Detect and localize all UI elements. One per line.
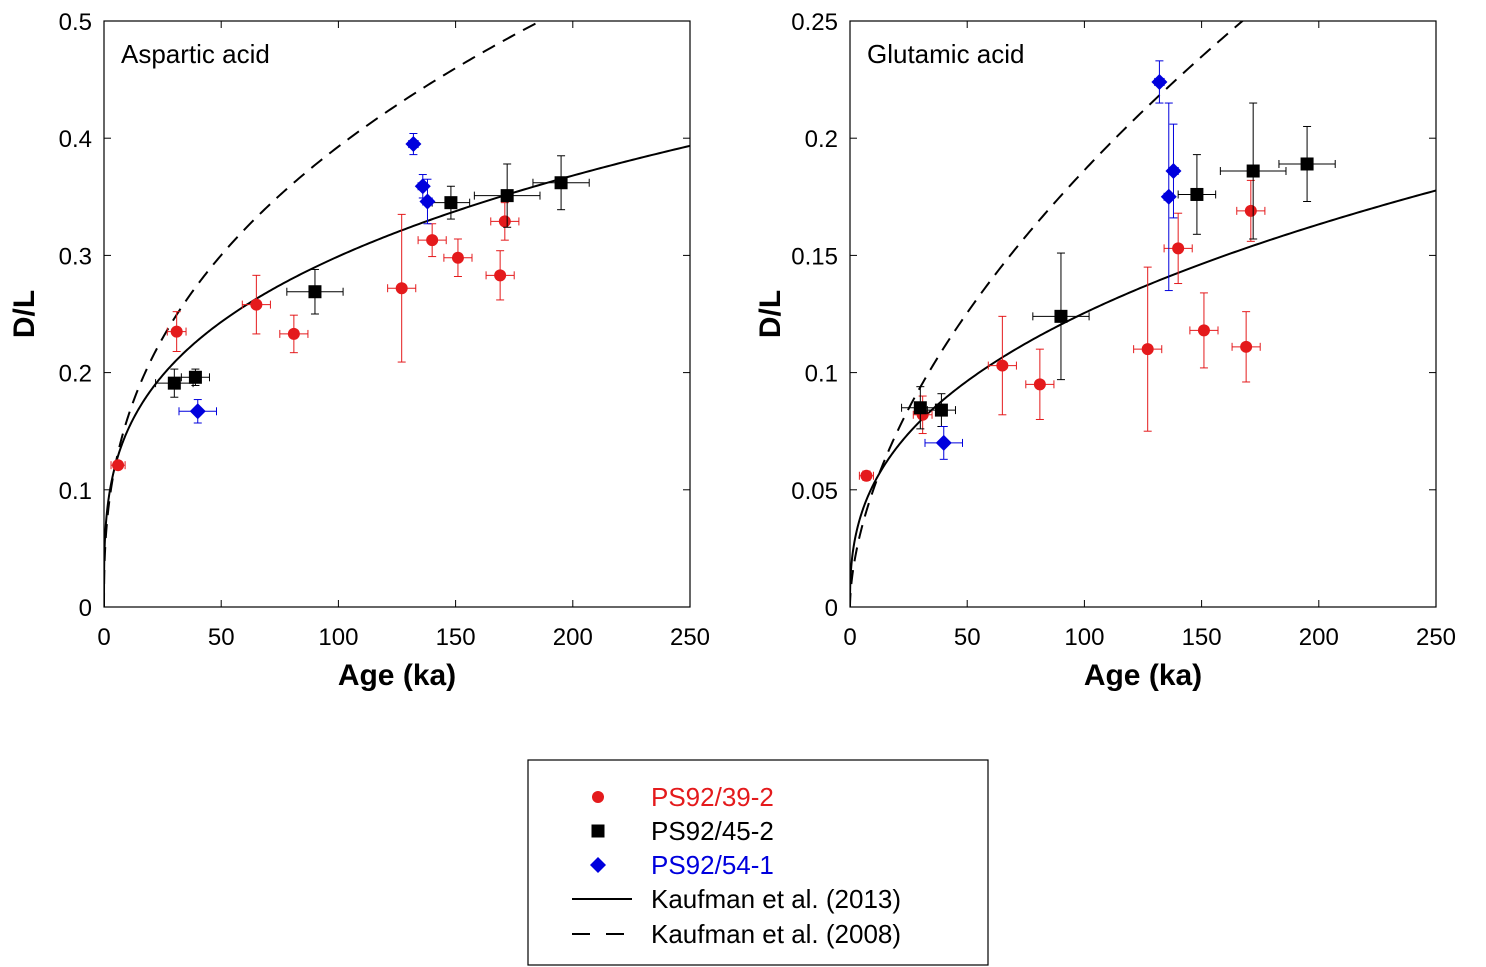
- x-tick-label: 200: [1299, 624, 1339, 651]
- legend-item: PS92/45-2: [591, 816, 774, 846]
- y-tick-label: 0.1: [59, 478, 92, 505]
- x-tick-label: 150: [436, 624, 476, 651]
- y-axis-title: D/L: [754, 290, 787, 338]
- data-point: [1300, 157, 1314, 171]
- data-point: [494, 269, 507, 282]
- x-tick-label: 50: [954, 624, 981, 651]
- data-point: [405, 136, 422, 153]
- data-point: [170, 325, 183, 338]
- data-point: [426, 234, 439, 247]
- x-tick-label: 200: [553, 624, 593, 651]
- y-tick-label: 0.15: [791, 243, 838, 270]
- legend-label: PS92/39-2: [651, 782, 774, 812]
- data-point: [1246, 164, 1260, 178]
- data-point: [1165, 163, 1182, 180]
- plot-frame: [849, 20, 1437, 608]
- legend-item: Kaufman et al. (2013): [572, 884, 901, 914]
- data-point: [1151, 73, 1168, 90]
- data-point: [414, 178, 431, 195]
- legend-marker: [592, 791, 604, 803]
- y-tick-label: 0: [825, 595, 838, 622]
- legend-marker: [590, 857, 606, 873]
- y-tick-label: 0.5: [59, 9, 92, 36]
- y-tick-label: 0.2: [59, 361, 92, 388]
- data-point: [444, 196, 458, 210]
- data-point: [1197, 324, 1210, 337]
- x-tick-label: 100: [1064, 624, 1104, 651]
- data-point: [554, 176, 568, 190]
- data-point: [1244, 204, 1257, 217]
- data-point: [451, 251, 464, 264]
- series-ps92-39-2: [858, 179, 1266, 482]
- x-tick-label: 250: [670, 624, 710, 651]
- legend-label: Kaufman et al. (2008): [651, 919, 901, 949]
- x-tick-label: 100: [318, 624, 358, 651]
- curve-kaufman-2008: [104, 21, 543, 607]
- x-tick-label: 250: [1416, 624, 1456, 651]
- data-point: [287, 327, 300, 340]
- legend-marker: [591, 824, 605, 838]
- data-point: [500, 189, 514, 203]
- x-tick-label: 50: [208, 624, 235, 651]
- x-tick-label: 0: [843, 624, 856, 651]
- data-point: [860, 469, 873, 482]
- x-axis-title: Age (ka): [338, 659, 456, 692]
- x-tick-label: 0: [97, 624, 110, 651]
- data-point: [167, 376, 181, 390]
- chart-glutamic-acid: 0 50 100 150 200 250 0 0.05 0.1 0.15 0.2 0.25 Age (k…: [754, 9, 1456, 692]
- data-point: [112, 459, 125, 472]
- curve-kaufman-2008: [850, 21, 1245, 607]
- data-point: [1190, 187, 1204, 201]
- y-tick-label: 0.4: [59, 126, 92, 153]
- legend-label: PS92/54-1: [651, 850, 774, 880]
- curve-kaufman-2013: [850, 189, 1436, 607]
- legend-label: Kaufman et al. (2013): [651, 884, 901, 914]
- y-axis-title: D/L: [8, 290, 41, 338]
- legend: PS92/39-2 PS92/45-2 PS92/54-1 Kaufman et al…: [527, 759, 989, 966]
- panel-title: Glutamic acid: [867, 39, 1025, 69]
- y-tick-label: 0.05: [791, 478, 838, 505]
- legend-box: [527, 759, 989, 966]
- data-point: [1141, 343, 1154, 356]
- plot-frame: [103, 20, 691, 608]
- y-tick-label: 0.25: [791, 9, 838, 36]
- y-tick-label: 0.1: [805, 361, 838, 388]
- y-tick-label: 0: [79, 595, 92, 622]
- series-ps92-54-1: [178, 133, 436, 424]
- data-point: [308, 285, 322, 299]
- series-ps92-45-2: [155, 155, 590, 398]
- data-point: [188, 370, 202, 384]
- data-point: [498, 215, 511, 228]
- data-point: [913, 401, 927, 415]
- series-ps92-45-2: [901, 102, 1336, 430]
- data-point: [1240, 340, 1253, 353]
- panel-title: Aspartic acid: [121, 39, 270, 69]
- x-axis-title: Age (ka): [1084, 659, 1202, 692]
- series-ps92-54-1: [924, 60, 1182, 460]
- data-point: [935, 434, 952, 451]
- data-point: [419, 193, 436, 210]
- data-point: [250, 298, 263, 311]
- legend-item: PS92/54-1: [590, 850, 774, 880]
- legend-label: PS92/45-2: [651, 816, 774, 846]
- data-point: [189, 403, 206, 420]
- y-tick-label: 0.3: [59, 243, 92, 270]
- data-point: [1054, 309, 1068, 323]
- data-point: [395, 282, 408, 295]
- data-point: [1033, 378, 1046, 391]
- data-point: [996, 359, 1009, 372]
- y-tick-label: 0.2: [805, 126, 838, 153]
- data-point: [934, 403, 948, 417]
- data-point: [1172, 242, 1185, 255]
- series-ps92-39-2: [110, 202, 520, 472]
- legend-item: PS92/39-2: [592, 782, 774, 812]
- legend-item: Kaufman et al. (2008): [572, 919, 901, 949]
- chart-aspartic-acid: 0 50 100 150 200 250 0 0.1 0.2 0.3 0.4 0.5 Age (ka) D…: [8, 9, 710, 692]
- x-tick-label: 150: [1182, 624, 1222, 651]
- data-point: [1160, 188, 1177, 205]
